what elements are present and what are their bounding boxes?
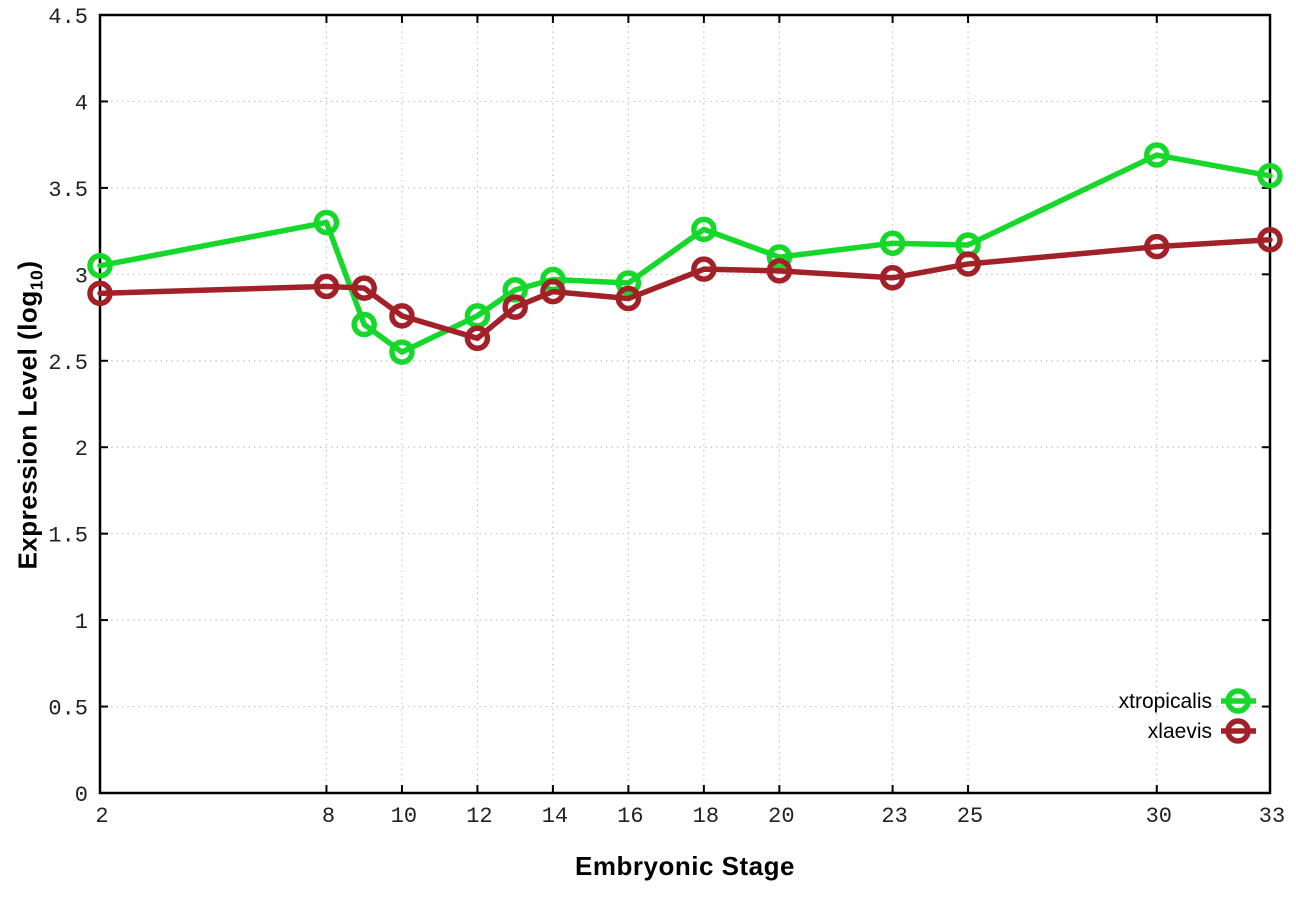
y-tick-label: 2.5 — [48, 351, 88, 376]
data-point-xlaevis — [879, 265, 906, 291]
y-tick-label: 0.5 — [48, 697, 88, 722]
data-point-xtropicalis — [1144, 142, 1170, 168]
y-tick-label: 1.5 — [48, 524, 88, 549]
y-tick-label: 0 — [75, 783, 88, 808]
data-point-xlaevis — [351, 275, 377, 301]
y-tick-label: 3 — [75, 264, 88, 289]
x-tick-label: 2 — [95, 804, 108, 829]
data-point-xtropicalis — [1257, 163, 1283, 189]
y-tick-label: 1 — [75, 610, 88, 635]
data-point-xtropicalis — [87, 252, 113, 279]
data-point-xlaevis — [955, 251, 981, 277]
data-point-xtropicalis — [615, 270, 642, 296]
data-point-xtropicalis — [691, 216, 717, 243]
series-line-xlaevis — [97, 237, 1273, 342]
x-tick-label: 8 — [322, 804, 335, 829]
x-tick-label: 30 — [1146, 804, 1172, 829]
x-tick-label: 12 — [466, 804, 492, 829]
data-point-xlaevis — [87, 280, 113, 307]
legend-marker-circle-xlaevis — [1225, 718, 1251, 744]
data-point-xlaevis — [1144, 233, 1170, 260]
x-tick-label: 25 — [957, 804, 983, 829]
x-tick-label: 14 — [542, 804, 568, 829]
data-point-xlaevis — [313, 273, 340, 300]
legend-marker-circle-xtropicalis — [1225, 688, 1251, 714]
x-axis-label: Embryonic Stage — [575, 851, 795, 881]
data-point-xtropicalis — [766, 244, 793, 270]
legend-label-xtropicalis: xtropicalis — [1119, 690, 1212, 713]
y-axis-label-main: Expression Level (log — [12, 290, 43, 570]
data-point-xlaevis — [389, 303, 415, 329]
x-tick-label: 20 — [768, 804, 794, 829]
x-tick-label: 23 — [881, 804, 907, 829]
y-axis-label-close: ) — [12, 260, 43, 270]
data-point-xlaevis — [464, 325, 491, 352]
data-point-xtropicalis — [389, 339, 415, 365]
data-point-xlaevis — [691, 256, 717, 282]
data-point-xlaevis — [766, 258, 793, 284]
legend-label-xlaevis: xlaevis — [1148, 720, 1212, 743]
y-axis-label: Expression Level (log10) — [12, 260, 47, 569]
x-tick-label: 10 — [391, 804, 417, 829]
data-point-xlaevis — [502, 294, 528, 320]
data-point-xlaevis — [1257, 227, 1283, 253]
y-axis-label-subscript: 10 — [26, 269, 47, 291]
data-point-xtropicalis — [313, 209, 340, 236]
plot-border — [98, 13, 1272, 795]
data-point-xlaevis — [615, 285, 642, 312]
data-point-xlaevis — [540, 278, 566, 305]
y-tick-label: 2 — [75, 437, 88, 462]
x-tick-label: 33 — [1259, 804, 1285, 829]
data-point-xtropicalis — [351, 311, 377, 338]
y-tick-label: 4.5 — [48, 5, 88, 30]
x-tick-label: 16 — [617, 804, 643, 829]
y-tick-label: 4 — [75, 91, 88, 116]
x-tick-label: 18 — [693, 804, 719, 829]
data-point-xtropicalis — [879, 230, 906, 256]
y-tick-label: 3.5 — [48, 178, 88, 203]
